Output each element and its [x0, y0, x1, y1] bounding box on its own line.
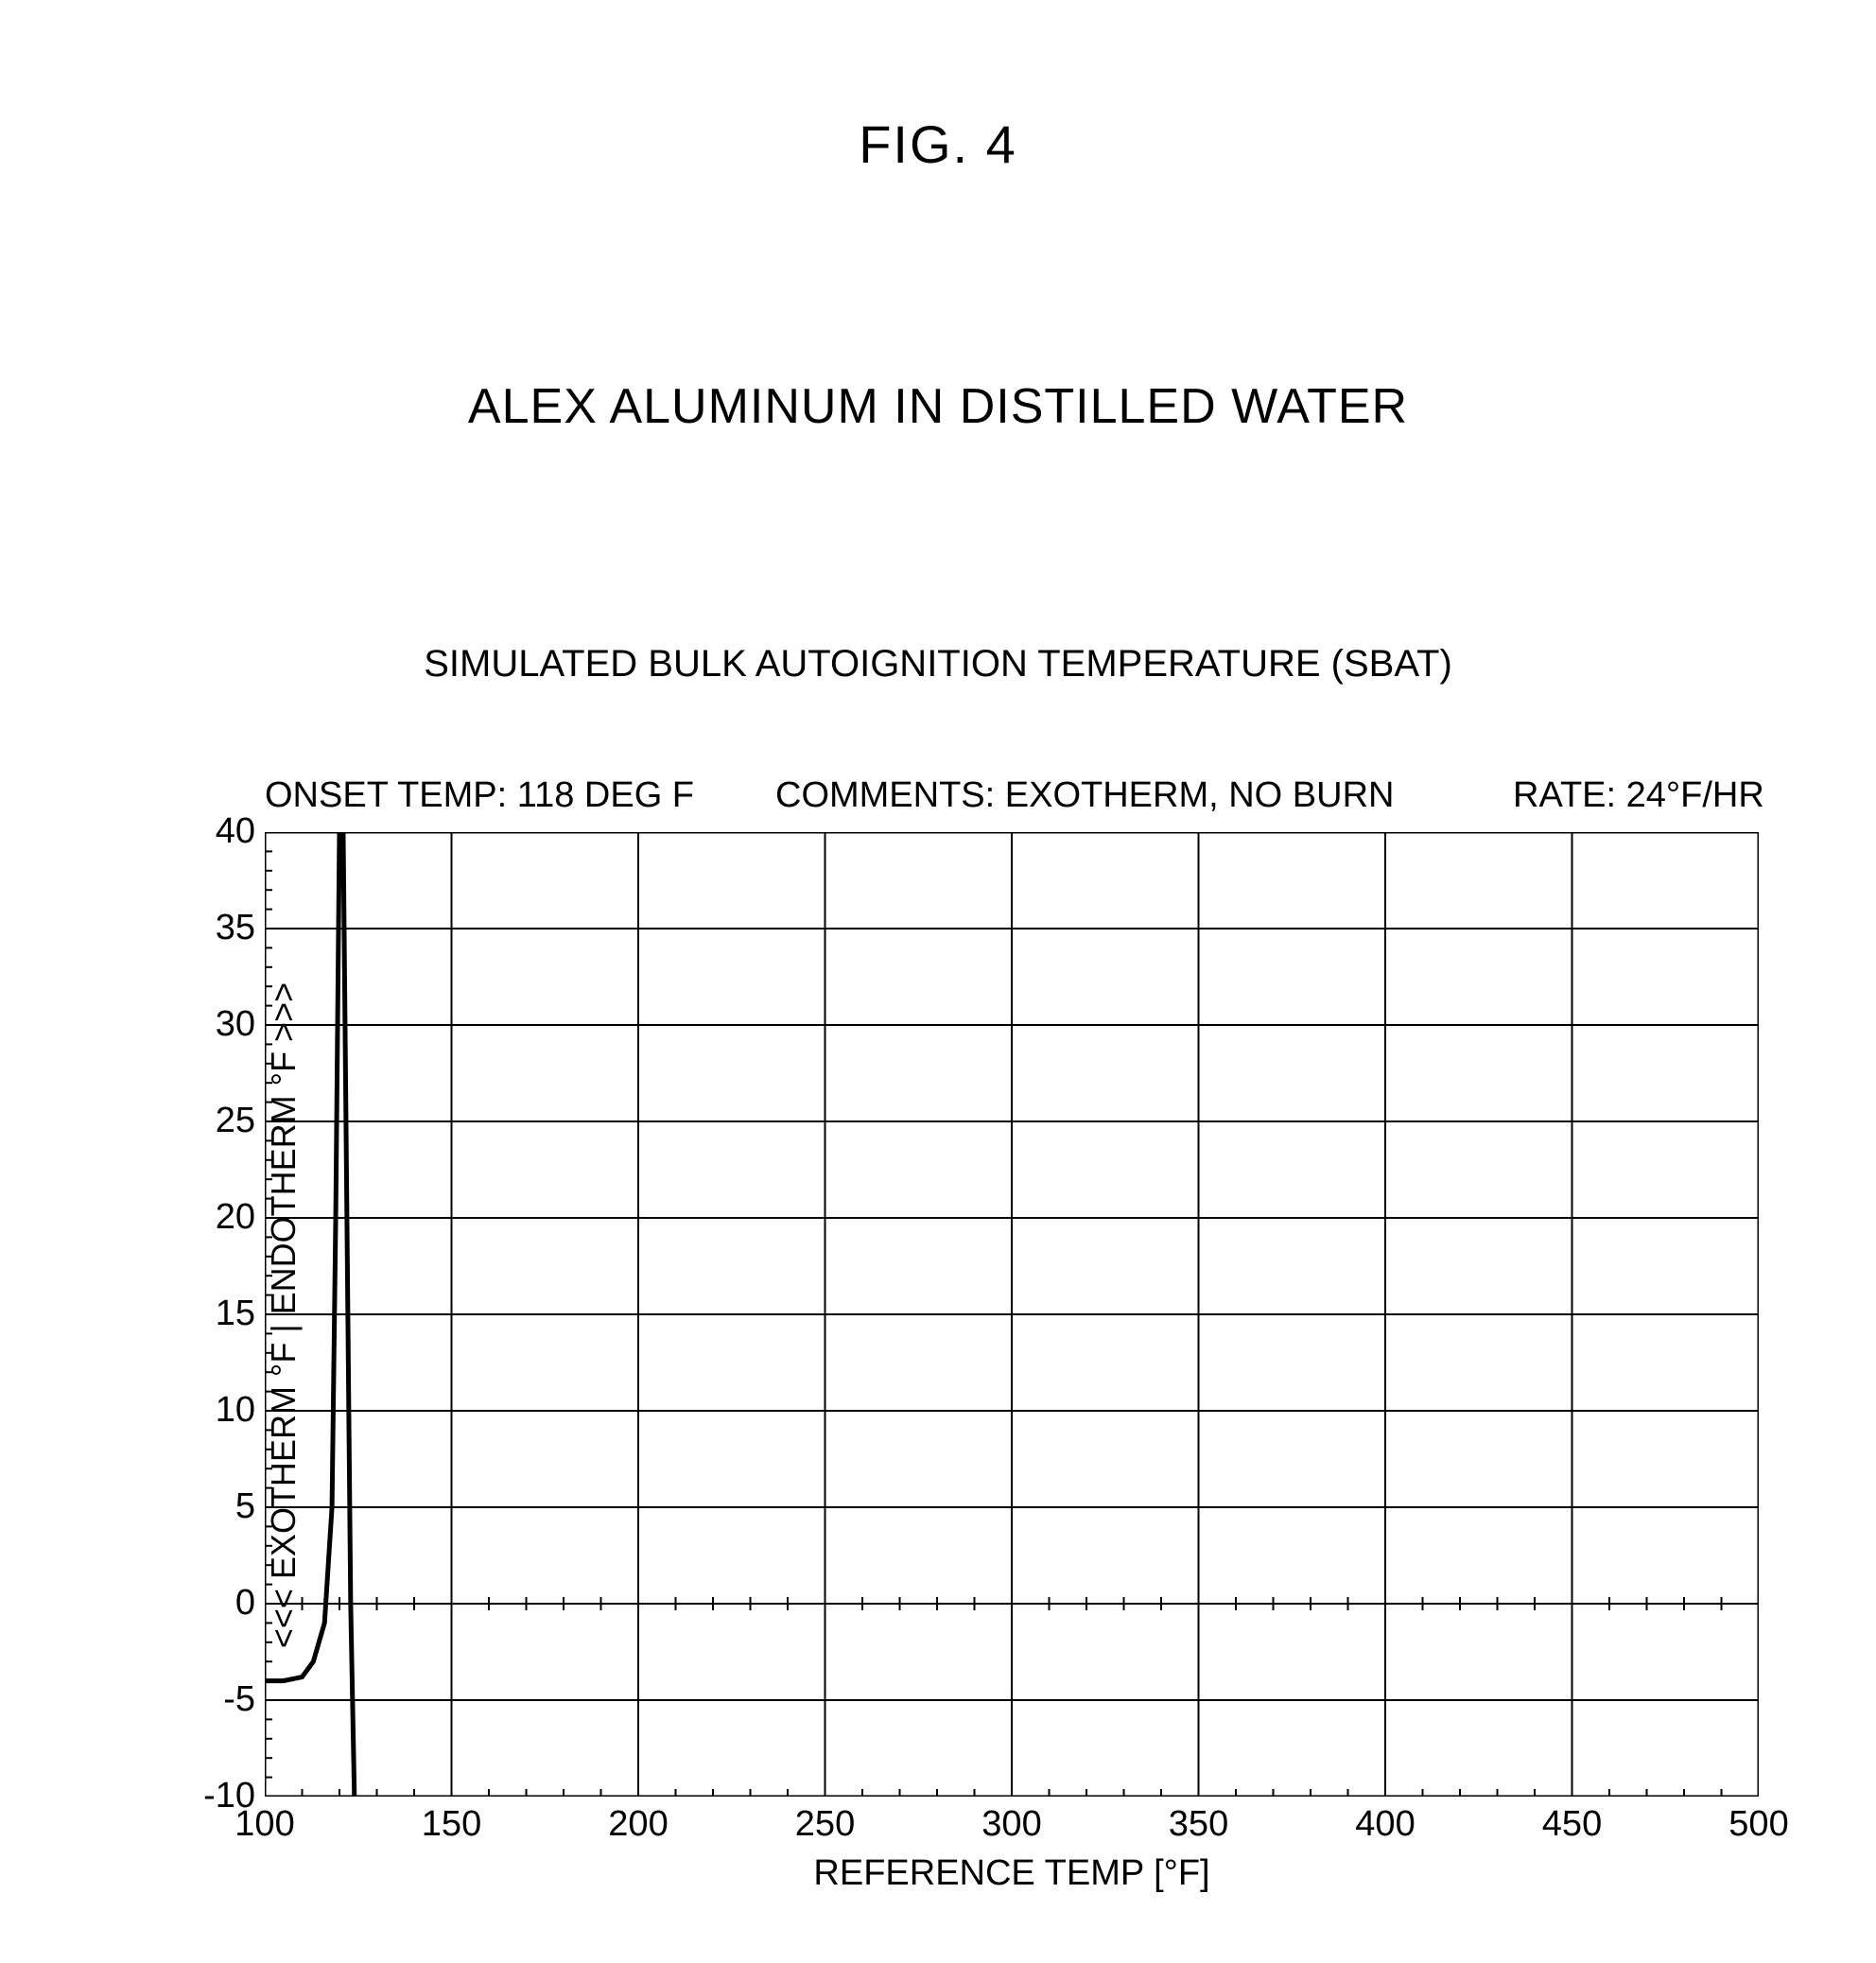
- x-tick-label: 200: [600, 1804, 676, 1845]
- annotation-comments: COMMENTS: EXOTHERM, NO BURN: [775, 775, 1394, 816]
- annotation-onset: ONSET TEMP: 118 DEG F: [265, 775, 694, 816]
- chart-svg: [265, 832, 1759, 1797]
- chart-subtitle: SIMULATED BULK AUTOIGNITION TEMPERATURE …: [0, 643, 1876, 686]
- y-tick-label: 40: [216, 811, 255, 852]
- figure-label: FIG. 4: [0, 113, 1876, 175]
- x-axis-label: REFERENCE TEMP [°F]: [265, 1853, 1759, 1894]
- y-tick-label: 30: [216, 1004, 255, 1045]
- y-tick-label: 25: [216, 1101, 255, 1141]
- y-tick-label: 20: [216, 1197, 255, 1238]
- y-tick-label: 10: [216, 1390, 255, 1431]
- x-tick-label: 450: [1535, 1804, 1610, 1845]
- y-tick-label: -5: [223, 1679, 255, 1720]
- x-tick-label: 500: [1721, 1804, 1797, 1845]
- chart-plot-area: [265, 832, 1759, 1797]
- y-axis-label: <<< EXOTHERM °F | ENDOTHERM °F >>>: [264, 833, 304, 1798]
- y-tick-label: 0: [235, 1583, 255, 1624]
- figure-page: FIG. 4 ALEX ALUMINUM IN DISTILLED WATER …: [0, 0, 1876, 1963]
- x-tick-label: 150: [414, 1804, 490, 1845]
- x-tick-label: 400: [1347, 1804, 1423, 1845]
- x-tick-label: 350: [1161, 1804, 1237, 1845]
- y-tick-label: 15: [216, 1294, 255, 1334]
- x-tick-label: 250: [788, 1804, 863, 1845]
- annotation-rate: RATE: 24°F/HR: [1513, 775, 1764, 816]
- chart-main-title: ALEX ALUMINUM IN DISTILLED WATER: [0, 378, 1876, 435]
- y-tick-label: 35: [216, 908, 255, 948]
- x-tick-label: 100: [227, 1804, 303, 1845]
- x-tick-label: 300: [974, 1804, 1050, 1845]
- y-tick-label: 5: [235, 1486, 255, 1527]
